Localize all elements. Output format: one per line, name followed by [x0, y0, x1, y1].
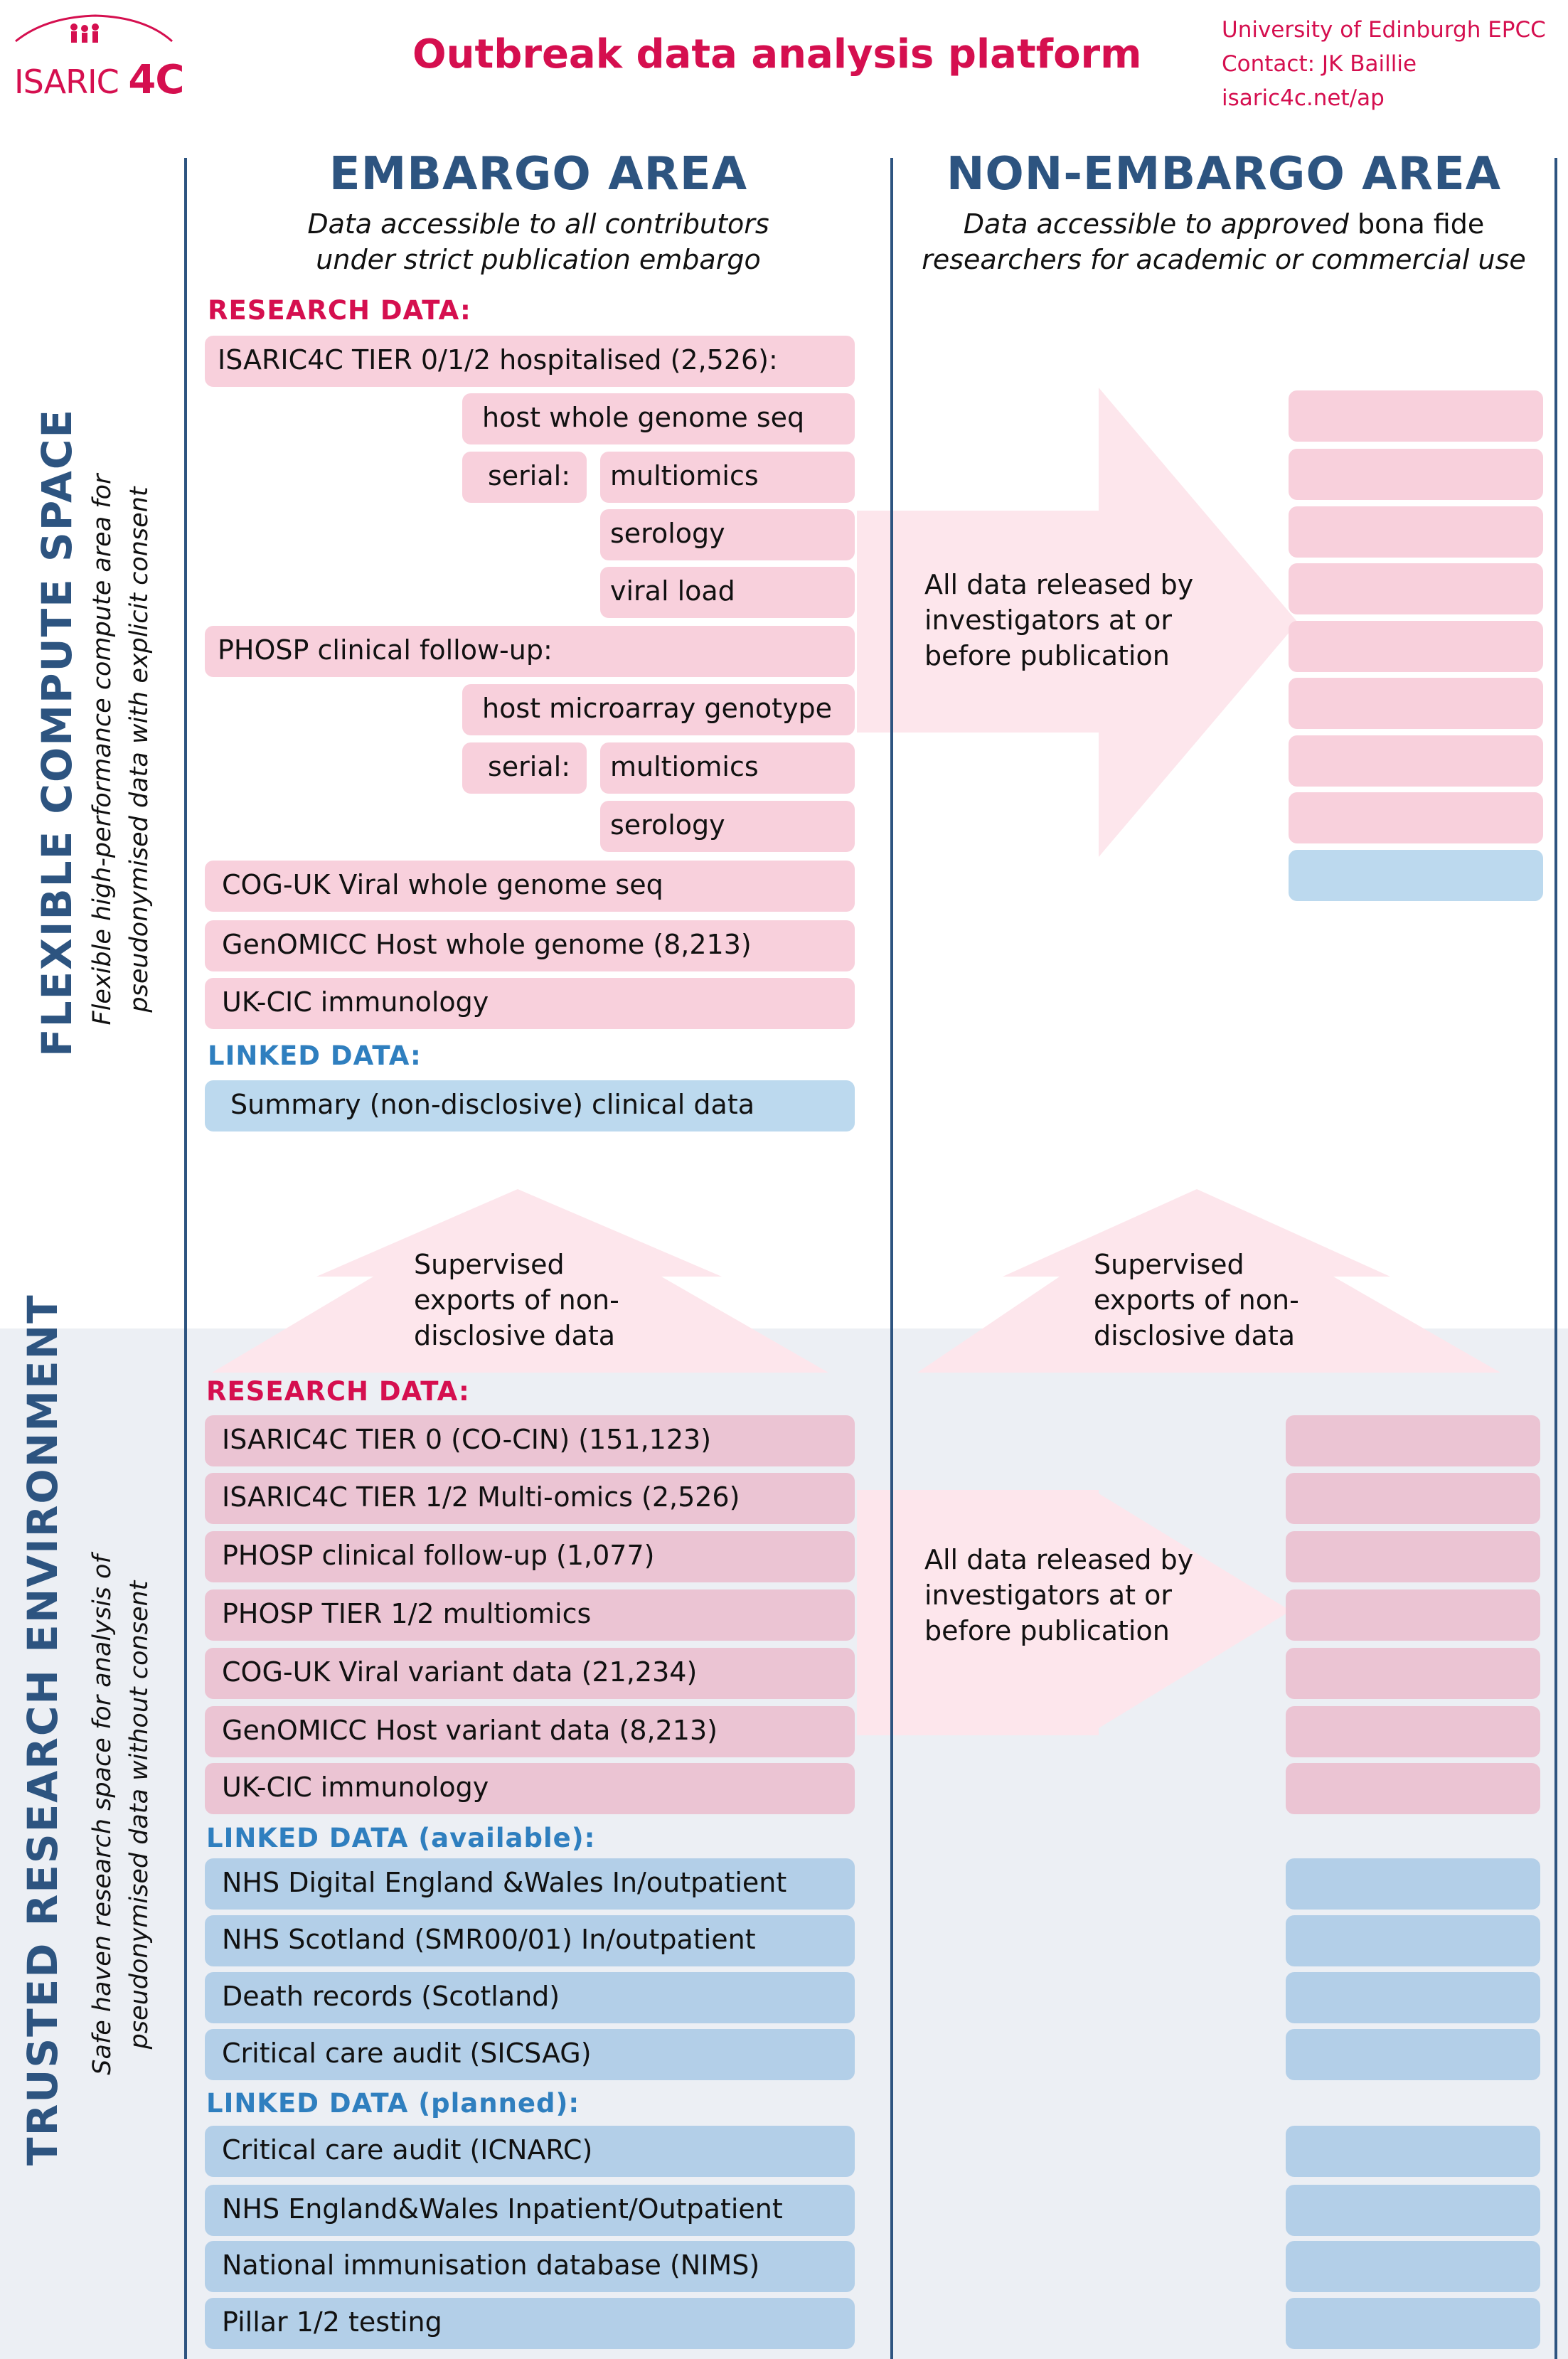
trusted-environment-subtitle: Safe haven research space for analysis o… — [88, 1555, 154, 2075]
released-linked-box — [1286, 2126, 1540, 2177]
released-linked-box — [1286, 2185, 1540, 2236]
export-arrow-non-embargo — [917, 1189, 1500, 1373]
embargo-area-title: EMBARGO AREA — [329, 148, 748, 201]
trusted-environment-title: TRUSTED RESEARCH ENVIRONMENT — [18, 1294, 67, 2166]
cog-uk-viral-box: COG-UK Viral whole genome seq — [205, 861, 855, 912]
linked-available-item: NHS Digital England &Wales In/outpatient — [205, 1858, 855, 1910]
linked-available-item: NHS Scotland (SMR00/01) In/outpatient — [205, 1915, 855, 1966]
trusted-research-item: GenOMICC Host variant data (8,213) — [205, 1706, 855, 1757]
flexible-compute-subtitle: Flexible high-performance compute area f… — [88, 474, 154, 1026]
serology-box-1: serology — [600, 509, 855, 560]
released-box — [1289, 621, 1543, 672]
isaric4c-logo: ISARIC 4C — [10, 13, 184, 105]
embargo-area-subtitle: Data accessible to all contributors unde… — [307, 208, 769, 275]
released-box — [1286, 1415, 1540, 1466]
export-arrow-embargo — [212, 1189, 828, 1373]
non-embargo-exports-text: Supervised exports of non- disclosive da… — [1094, 1249, 1299, 1351]
released-box — [1289, 449, 1543, 500]
linked-available-label: LINKED DATA (available): — [206, 1823, 596, 1853]
trusted-research-data-label: RESEARCH DATA: — [206, 1376, 470, 1407]
flexible-compute-title: FLEXIBLE COMPUTE SPACE — [33, 408, 81, 1058]
released-box — [1286, 1706, 1540, 1757]
release-arrow-flexible — [857, 388, 1298, 857]
released-box — [1289, 563, 1543, 614]
released-box — [1286, 1648, 1540, 1699]
embargo-exports-text: Supervised exports of non- disclosive da… — [414, 1249, 619, 1351]
released-box — [1286, 1473, 1540, 1524]
released-linked-box — [1286, 1858, 1540, 1910]
uk-cic-box: UK-CIC immunology — [205, 978, 855, 1029]
contact-info: University of Edinburgh EPCC Contact: JK… — [1222, 13, 1563, 115]
people-icon — [15, 14, 173, 43]
released-linked-box — [1286, 1972, 1540, 2023]
column-divider-left — [184, 158, 187, 2359]
page-title: Outbreak data analysis platform — [412, 31, 1142, 78]
trusted-research-item: UK-CIC immunology — [205, 1763, 855, 1814]
released-box — [1289, 735, 1543, 787]
trusted-research-item: ISARIC4C TIER 0 (CO-CIN) (151,123) — [205, 1415, 855, 1466]
phosp-followup-box: PHOSP clinical follow-up: — [205, 626, 855, 677]
linked-planned-item: National immunisation database (NIMS) — [205, 2241, 855, 2292]
host-wgs-box: host whole genome seq — [462, 393, 855, 444]
flexible-research-data-label: RESEARCH DATA: — [208, 295, 471, 326]
non-embargo-area-subtitle: Data accessible to approved bona fide re… — [922, 208, 1526, 275]
genomicc-host-box: GenOMICC Host whole genome (8,213) — [205, 920, 855, 971]
released-linked-box — [1286, 2241, 1540, 2292]
column-divider-right — [1554, 158, 1557, 2359]
released-linked-box — [1286, 1915, 1540, 1966]
flexible-release-text: All data released by investigators at or… — [924, 569, 1194, 671]
release-arrow-trusted — [857, 1490, 1291, 1735]
tier012-hospitalised-box: ISARIC4C TIER 0/1/2 hospitalised (2,526)… — [205, 336, 855, 387]
serial-label-box-1: serial: — [462, 452, 587, 503]
non-embargo-area-title: NON-EMBARGO AREA — [946, 148, 1502, 201]
linked-available-item: Death records (Scotland) — [205, 1972, 855, 2023]
flexible-linked-data-label: LINKED DATA: — [208, 1040, 422, 1071]
summary-clinical-box: Summary (non-disclosive) clinical data — [205, 1080, 855, 1131]
trusted-research-item: ISARIC4C TIER 1/2 Multi-omics (2,526) — [205, 1473, 855, 1524]
trusted-release-text: All data released by investigators at or… — [924, 1544, 1194, 1646]
serology-box-2: serology — [600, 801, 855, 852]
linked-planned-item: Critical care audit (ICNARC) — [205, 2126, 855, 2177]
trusted-research-item: PHOSP clinical follow-up (1,077) — [205, 1531, 855, 1582]
column-divider-middle — [890, 158, 893, 2359]
multiomics-box-1: multiomics — [600, 452, 855, 503]
released-linked-box — [1289, 850, 1543, 901]
released-box — [1286, 1531, 1540, 1582]
linked-planned-item: Pillar 1/2 testing — [205, 2298, 855, 2349]
trusted-research-item: COG-UK Viral variant data (21,234) — [205, 1648, 855, 1699]
serial-label-box-2: serial: — [462, 742, 587, 794]
logo-wordmark: ISARIC 4C — [14, 57, 184, 103]
contact-org: University of Edinburgh EPCC — [1222, 17, 1546, 43]
released-box — [1286, 1589, 1540, 1641]
released-box — [1286, 1763, 1540, 1814]
released-linked-box — [1286, 2298, 1540, 2349]
released-box — [1289, 506, 1543, 558]
released-box — [1289, 678, 1543, 729]
viral-load-box: viral load — [600, 567, 855, 618]
released-box — [1289, 390, 1543, 442]
linked-planned-item: NHS England&Wales Inpatient/Outpatient — [205, 2185, 855, 2236]
linked-planned-label: LINKED DATA (planned): — [206, 2088, 580, 2119]
contact-person: Contact: JK Baillie — [1222, 51, 1417, 77]
linked-available-item: Critical care audit (SICSAG) — [205, 2029, 855, 2080]
contact-link[interactable]: isaric4c.net/ap — [1222, 85, 1385, 111]
released-linked-box — [1286, 2029, 1540, 2080]
host-microarray-box: host microarray genotype — [462, 684, 855, 735]
multiomics-box-2: multiomics — [600, 742, 855, 794]
released-box — [1289, 792, 1543, 843]
trusted-research-item: PHOSP TIER 1/2 multiomics — [205, 1589, 855, 1641]
